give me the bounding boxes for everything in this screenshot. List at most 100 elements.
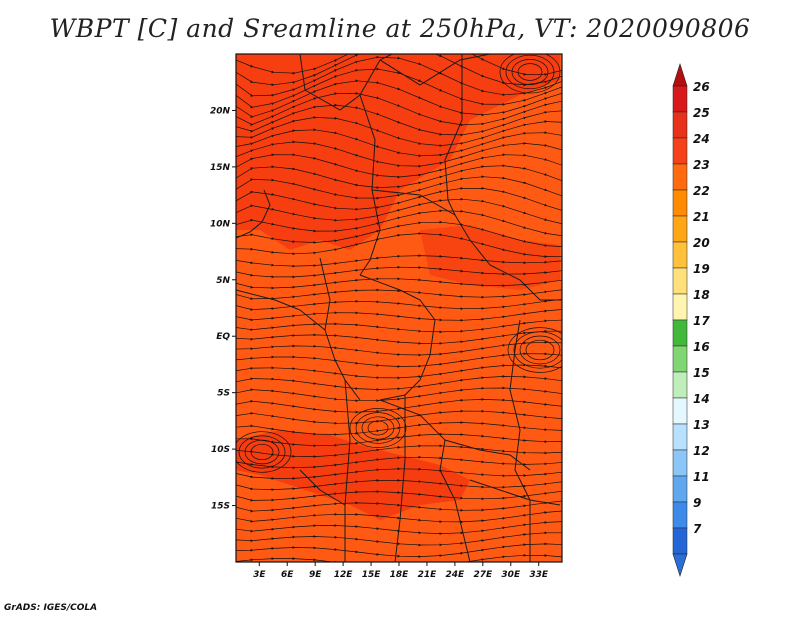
lat-tick-label: 10S <box>211 445 230 455</box>
vortex-ring <box>361 416 395 440</box>
streamline <box>236 467 562 480</box>
vortex-ring <box>238 435 286 469</box>
colorbar-swatch <box>672 449 688 477</box>
vortex-ring <box>250 443 274 461</box>
vortex-ring <box>367 420 389 436</box>
colorbar-label: 12 <box>693 444 710 458</box>
streamline <box>236 553 562 562</box>
border-line <box>319 257 361 401</box>
border-line <box>344 379 351 562</box>
border-line <box>359 274 436 401</box>
border-line <box>299 469 346 506</box>
colorbar-label: 13 <box>693 418 710 432</box>
lon-tick-label: 12E <box>334 570 354 580</box>
streamline <box>236 319 562 334</box>
streamline <box>236 398 562 414</box>
lat-tick-label: EQ <box>216 332 230 342</box>
streamline <box>236 510 562 524</box>
vortex-ring <box>507 327 562 373</box>
colorbar-label: 24 <box>693 132 710 146</box>
vortex-ring <box>525 339 555 361</box>
border-line <box>379 54 491 86</box>
colorbar-swatch <box>672 241 688 269</box>
colorbar-label: 20 <box>693 236 710 250</box>
streamline <box>236 277 562 290</box>
streamline <box>236 409 562 425</box>
border-line <box>444 54 463 216</box>
lon-tick-label: 33E <box>529 570 549 580</box>
colorbar-swatch <box>672 345 688 373</box>
colorbar-swatch <box>672 475 688 503</box>
colorbar-swatch <box>672 163 688 191</box>
streamline <box>236 254 562 268</box>
colorbar-swatch <box>672 371 688 399</box>
longitude-axis: 3E 6E 9E 12E 15E 18E 21E 24E 27E 30E 33E <box>253 562 549 580</box>
colorbar-swatch <box>672 293 688 321</box>
colorbar-label: 25 <box>693 106 710 120</box>
colorbar-label: 14 <box>693 392 710 406</box>
streamline <box>236 288 562 301</box>
lon-tick-label: 30E <box>501 570 521 580</box>
border-line <box>444 439 531 471</box>
colorbar-bottom-arrow <box>672 553 688 577</box>
lon-tick-label: 3E <box>253 570 266 580</box>
colorbar-label: 22 <box>693 184 710 198</box>
streamline <box>236 232 562 258</box>
colorbar-swatch <box>672 423 688 451</box>
streamline <box>236 500 562 513</box>
border-line <box>359 94 381 276</box>
colorbar-swatch <box>672 111 688 139</box>
colorbar-label: 26 <box>693 80 710 94</box>
vortex-ring <box>505 54 555 90</box>
lat-tick-label: 20N <box>210 106 231 116</box>
colorbar-label: 21 <box>693 210 710 224</box>
lat-tick-label: 15S <box>211 502 230 512</box>
lon-tick-label: 18E <box>390 570 410 580</box>
lat-tick-label: 15N <box>210 163 231 173</box>
colorbar-swatch <box>672 397 688 425</box>
vortex-ring <box>511 59 549 85</box>
colorbar-swatch <box>672 137 688 165</box>
colorbar-label: 11 <box>693 470 710 484</box>
colorbar-swatch <box>672 85 688 113</box>
streamline <box>236 432 562 448</box>
colorbar-label: 7 <box>693 522 702 536</box>
streamline <box>236 265 562 279</box>
colorbar-swatch <box>672 501 688 529</box>
streamline <box>236 490 562 502</box>
streamline <box>236 309 562 322</box>
colorbar-swatch <box>672 215 688 243</box>
colorbar-swatch <box>672 267 688 295</box>
colorbar-label: 16 <box>693 340 710 354</box>
lon-tick-label: 24E <box>446 570 466 580</box>
colorbar-label: 15 <box>693 366 710 380</box>
colorbar-swatch <box>672 319 688 347</box>
colorbar-swatch <box>672 527 688 555</box>
grads-credit: GrADS: IGES/COLA <box>4 603 98 613</box>
lon-tick-label: 9E <box>309 570 322 580</box>
colorbar-swatch <box>672 189 688 217</box>
border-line <box>394 395 406 562</box>
map-area <box>236 54 562 562</box>
streamline <box>236 478 562 492</box>
colorbar-label: 18 <box>693 288 710 302</box>
border-line <box>236 289 326 331</box>
vortex-ring <box>499 54 561 94</box>
country-borders <box>236 54 562 562</box>
streamlines <box>236 54 562 562</box>
vortex-ring <box>513 331 562 369</box>
lat-tick-label: 5N <box>216 276 230 286</box>
latitude-axis: 20N 15N 10N 5N EQ 5S 10S 15S <box>210 106 236 512</box>
vortex-ring <box>519 335 561 365</box>
colorbar-label: 17 <box>693 314 710 328</box>
colorbar-label: 19 <box>693 262 710 276</box>
border-line <box>299 54 393 111</box>
chart-title: WBPT [C] and Sreamline at 250hPa, VT: 20… <box>49 14 751 43</box>
lat-tick-label: 5S <box>217 389 230 399</box>
vortex-ring <box>517 63 543 81</box>
streamline <box>236 299 562 311</box>
colorbar-top-arrow <box>672 63 688 87</box>
vortex-ring <box>244 439 280 465</box>
vortex-ring <box>355 412 401 444</box>
